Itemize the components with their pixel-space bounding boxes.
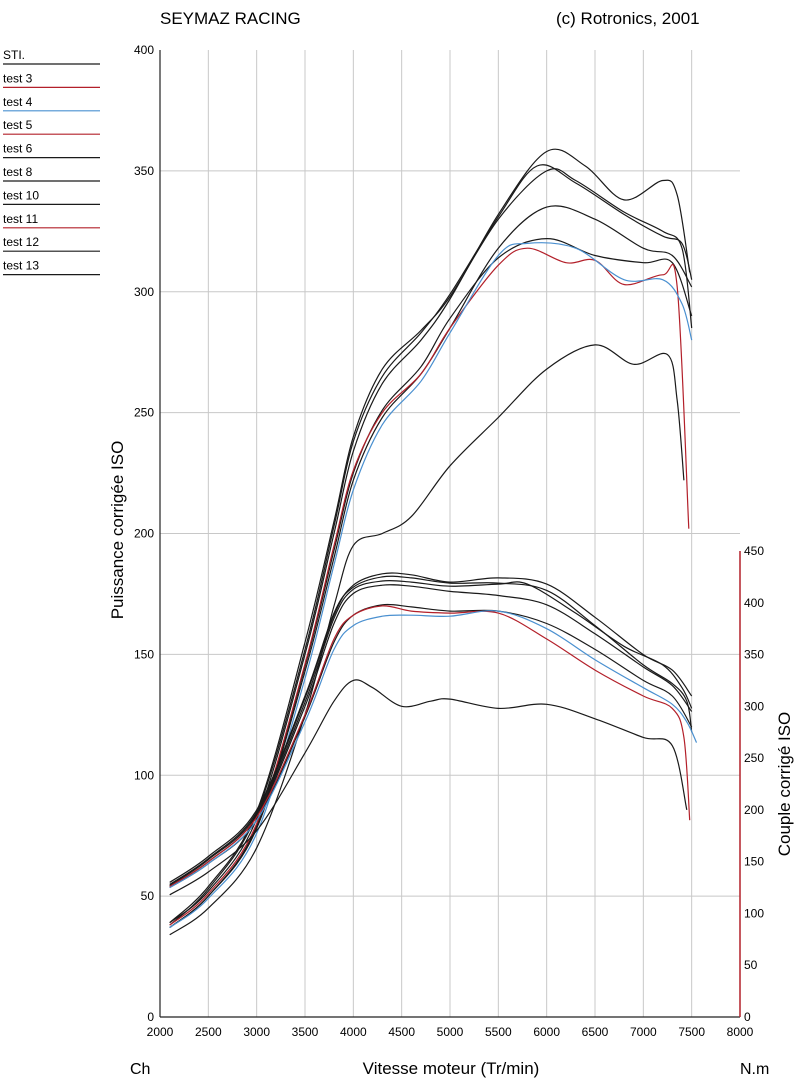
y-left-tick-label: 400: [134, 43, 154, 57]
y-right-tick-label: 250: [744, 751, 764, 765]
power-curve-8: [169, 344, 685, 936]
power-curve-6: [169, 247, 690, 926]
power-curve-2: [169, 148, 691, 924]
x-tick-label: 4000: [340, 1025, 367, 1039]
y-left-tick-label: 200: [134, 527, 154, 541]
power-curve-1: [169, 168, 693, 924]
x-tick-label: 4500: [388, 1025, 415, 1039]
x-tick-label: 2000: [147, 1025, 174, 1039]
torque-curve-3: [169, 579, 693, 886]
right-unit-label: N.m: [740, 1061, 769, 1078]
x-tick-label: 5500: [485, 1025, 512, 1039]
y-left-tick-label: 100: [134, 768, 154, 782]
torque-curve-7: [169, 610, 698, 889]
legend-label: test 4: [3, 95, 33, 109]
y-right-tick-label: 200: [744, 803, 764, 817]
y-left-tick-label: 350: [134, 164, 154, 178]
x-axis-title: Vitesse moteur (Tr/min): [363, 1059, 540, 1078]
x-tick-label: 2500: [195, 1025, 222, 1039]
y-right-tick-label: 300: [744, 699, 764, 713]
power-curve-4: [169, 205, 693, 929]
chart-title: SEYMAZ RACING: [160, 9, 301, 28]
y-right-tick-label: 450: [744, 544, 764, 558]
y-right-tick-label: 0: [744, 1010, 751, 1024]
x-tick-label: 6500: [582, 1025, 609, 1039]
y-right-tick-label: 350: [744, 648, 764, 662]
y-left-tick-label: 0: [147, 1010, 154, 1024]
torque-curve-1: [169, 575, 693, 883]
legend-label: test 5: [3, 118, 33, 132]
grid: [160, 50, 740, 1017]
y-left-tick-label: 250: [134, 406, 154, 420]
x-tick-label: 3000: [243, 1025, 270, 1039]
x-tick-label: 6000: [533, 1025, 560, 1039]
x-tick-label: 7000: [630, 1025, 657, 1039]
legend-label: test 6: [3, 142, 33, 156]
legend-label: test 8: [3, 165, 33, 179]
legend-label: test 12: [3, 235, 39, 249]
torque-curve-6: [169, 605, 691, 888]
y-right-tick-label: 400: [744, 596, 764, 610]
torque-curve-4: [169, 584, 693, 888]
legend-label: STI.: [3, 48, 25, 62]
y-axis-left-title: Puissance corrigée ISO: [108, 441, 127, 620]
power-curve-3: [169, 164, 693, 926]
y-right-tick-label: 100: [744, 906, 764, 920]
y-axis-right-title: Couple corrigé ISO: [775, 712, 794, 857]
y-left-tick-label: 300: [134, 285, 154, 299]
legend-label: test 11: [3, 212, 38, 226]
y-left-tick-label: 150: [134, 647, 154, 661]
x-tick-label: 8000: [727, 1025, 754, 1039]
x-tick-label: 5000: [437, 1025, 464, 1039]
axes: 2000 2500 3000 3500 4000 4500 5000 5500 6000 6500…: [134, 43, 764, 1039]
legend-label: test 3: [3, 71, 33, 85]
series-group: [169, 148, 698, 936]
y-left-tick-label: 50: [141, 889, 155, 903]
legend-label: test 13: [3, 259, 39, 273]
legend-label: test 10: [3, 188, 39, 202]
torque-curve-2: [169, 572, 693, 885]
left-unit-label: Ch: [130, 1061, 150, 1078]
torque-curve-8: [169, 679, 688, 896]
x-tick-label: 3500: [292, 1025, 319, 1039]
y-right-tick-label: 150: [744, 855, 764, 869]
legend: STI. test 3 test 4 test 5 test 6 test 8 test 1…: [3, 48, 100, 276]
x-tick-label: 7500: [678, 1025, 705, 1039]
copyright-text: (c) Rotronics, 2001: [556, 9, 700, 28]
y-right-tick-label: 50: [744, 958, 758, 972]
